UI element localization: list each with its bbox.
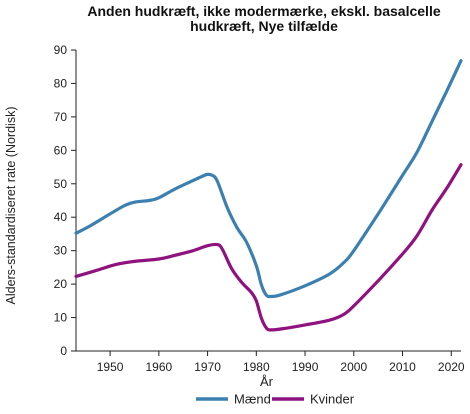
- y-tick-label: 80: [54, 76, 68, 90]
- axes-layer: 0 10 20 30 40 50 60 70 80 90 1950 1960 1970 1980 1990 2…: [4, 43, 465, 389]
- y-tick-label: 20: [54, 277, 68, 291]
- y-tick-label: 0: [60, 344, 67, 358]
- x-tick-label: 1990: [292, 360, 319, 374]
- y-tick-label: 90: [54, 43, 68, 57]
- series-line-kvinder: [74, 163, 463, 332]
- y-tick-label: 40: [54, 210, 68, 224]
- y-tick-label: 60: [54, 143, 68, 157]
- x-tick-label: 2020: [438, 360, 465, 374]
- x-tick-label: 1950: [97, 360, 124, 374]
- chart-title: Anden hudkræft, ikke modermærke, ekskl. …: [87, 3, 441, 34]
- x-axis-label: År: [260, 374, 274, 389]
- x-tick-label: 2000: [340, 360, 367, 374]
- y-tick-label: 10: [54, 311, 68, 325]
- y-tick-label: 70: [54, 110, 68, 124]
- series-layer: [74, 59, 463, 332]
- y-axis-label: Alders-standardiseret rate (Nordisk): [4, 107, 18, 305]
- legend: Mænd Kvinder: [196, 392, 355, 407]
- series-line-maend: [74, 59, 463, 299]
- legend-label-kvinder: Kvinder: [310, 392, 355, 407]
- y-tick-label: 30: [54, 244, 68, 258]
- x-tick-label: 1960: [145, 360, 172, 374]
- x-tick-label: 1970: [194, 360, 221, 374]
- legend-label-maend: Mænd: [234, 392, 271, 407]
- x-tick-label: 1980: [243, 360, 270, 374]
- y-tick-label: 50: [54, 177, 68, 191]
- x-tick-label: 2010: [389, 360, 416, 374]
